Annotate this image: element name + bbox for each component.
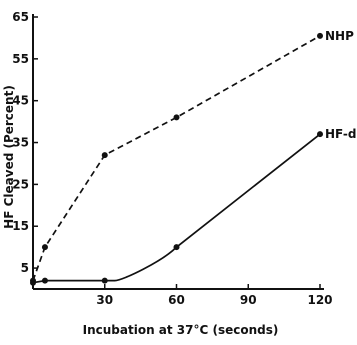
x-tick-label: 60 bbox=[168, 293, 185, 307]
data-point bbox=[101, 152, 108, 159]
series-nhp: NHP bbox=[30, 29, 354, 284]
y-tick-label: 65 bbox=[12, 10, 29, 24]
data-point bbox=[173, 114, 180, 121]
data-point bbox=[30, 279, 36, 286]
data-point bbox=[41, 277, 48, 284]
x-tick-label: 30 bbox=[96, 293, 113, 307]
x-axis-label: Incubation at 37°C (seconds) bbox=[83, 323, 279, 337]
x-tick-label: 90 bbox=[240, 293, 257, 307]
series-label: NHP bbox=[325, 29, 354, 43]
data-point bbox=[317, 32, 323, 39]
series-layer: NHP HF-def bbox=[30, 29, 357, 286]
ticks: 5 15 25 35 45 55 65 30 60 90 120 bbox=[12, 10, 332, 307]
series-label: HF-def bbox=[325, 127, 357, 141]
y-axis-label: HF Cleaved (Percent) bbox=[2, 85, 16, 229]
y-tick-label: 15 bbox=[12, 219, 29, 233]
series-line bbox=[32, 133, 321, 284]
series-hf-def: HF-def bbox=[30, 127, 357, 286]
data-point bbox=[101, 277, 108, 284]
y-tick-label: 45 bbox=[12, 94, 29, 108]
data-point bbox=[41, 244, 48, 251]
y-tick-label: 25 bbox=[12, 177, 29, 191]
data-point bbox=[317, 131, 323, 138]
axes bbox=[32, 14, 324, 290]
y-tick-label: 55 bbox=[12, 52, 29, 66]
y-tick-label: 5 bbox=[21, 261, 29, 275]
y-tick-label: 35 bbox=[12, 136, 29, 150]
x-tick-label: 120 bbox=[307, 293, 332, 307]
series-line bbox=[32, 35, 321, 281]
data-point bbox=[173, 244, 180, 251]
